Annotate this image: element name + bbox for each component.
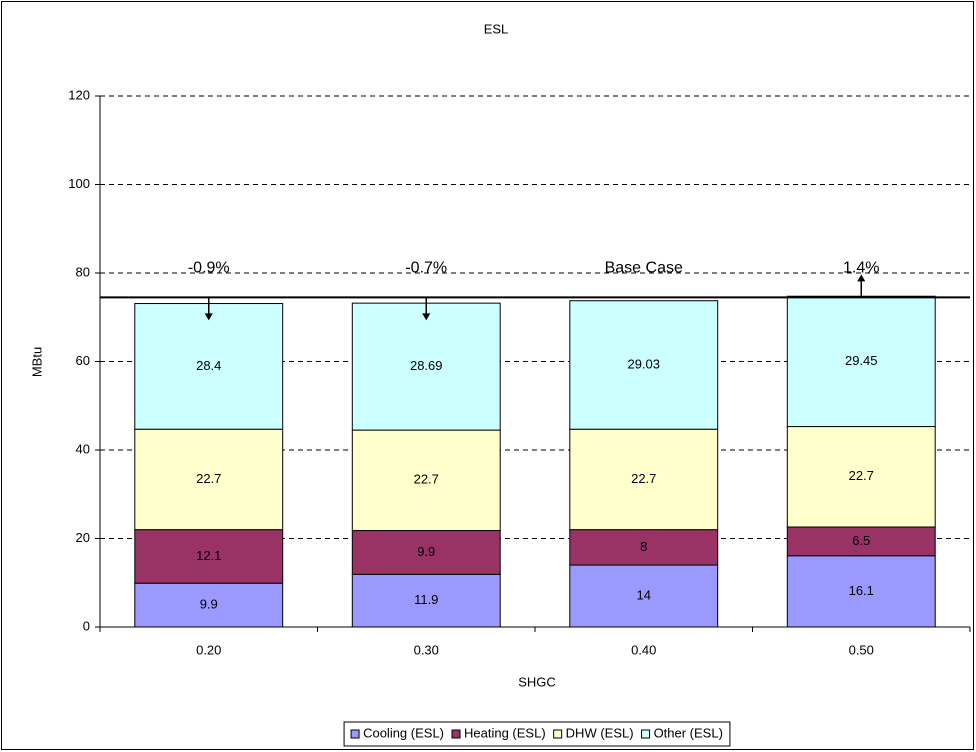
x-tick-label: 0.50 [849,642,874,657]
bar-segment [569,564,719,628]
bar-segment [351,429,501,532]
bar-segment [134,428,284,531]
data-label: 28.4 [196,358,221,373]
legend-label: DHW (ESL) [566,725,634,740]
legend: Cooling (ESL) Heating (ESL) DHW (ESL) Other… [343,721,731,747]
bar-segment [569,428,719,531]
y-tick-label: 60 [76,353,90,368]
legend-label: Heating (ESL) [464,725,546,740]
data-label: 29.03 [627,356,660,371]
data-label: 16.1 [849,583,874,598]
chart-title: ESL [484,21,509,36]
y-tick-label: 40 [76,441,90,456]
bar-segment [786,426,936,528]
x-tick-label: 0.30 [414,642,439,657]
data-label: 22.7 [631,471,656,486]
data-label: 11.9 [414,592,438,607]
annotation-arrowhead [422,313,431,321]
legend-swatch [350,729,360,739]
data-label: 22.7 [196,471,221,486]
data-label: 8 [640,539,647,554]
data-label: 12.1 [196,548,221,563]
bar-segment [569,529,719,566]
bar-segment [786,526,936,557]
y-tick-label: 120 [68,87,90,102]
data-label: 14 [637,587,651,602]
legend-swatch [641,729,651,739]
data-label: 22.7 [849,468,874,483]
x-tick-label: 0.20 [196,642,221,657]
annotation-arrowhead [204,313,213,321]
bar-segment [786,555,936,628]
bar-segment [134,582,284,628]
bar-segment [134,303,284,430]
y-tick-label: 80 [76,264,90,279]
bar-segment [351,302,501,431]
annotation-arrowhead [857,274,866,282]
data-label: 22.7 [414,472,439,487]
x-axis-label: SHGC [518,674,556,689]
data-label: 9.9 [200,597,218,612]
legend-label: Cooling (ESL) [363,725,444,740]
data-label: 9.9 [417,544,435,559]
y-axis-label: MBtu [29,347,44,377]
x-tick-label: 0.40 [631,642,656,657]
annotation: -0.7% [405,260,447,277]
bar-segment [134,529,284,584]
data-label: 29.45 [845,353,878,368]
annotation: -0.9% [188,260,230,277]
y-tick-label: 100 [68,176,90,191]
y-tick-label: 0 [83,618,90,633]
bar-segment [569,300,719,430]
legend-swatch [451,729,461,739]
reference-label: Base Case [605,260,683,277]
data-label: 6.5 [852,533,870,548]
legend-label: Other (ESL) [654,725,723,740]
bar-segment [786,295,936,428]
legend-box [343,721,731,747]
data-label: 28.69 [410,358,443,373]
y-tick-label: 20 [76,530,90,545]
bar-segment [351,530,501,575]
annotation: 1.4% [843,260,879,277]
legend-swatch [553,729,563,739]
bar-segment [351,573,501,628]
